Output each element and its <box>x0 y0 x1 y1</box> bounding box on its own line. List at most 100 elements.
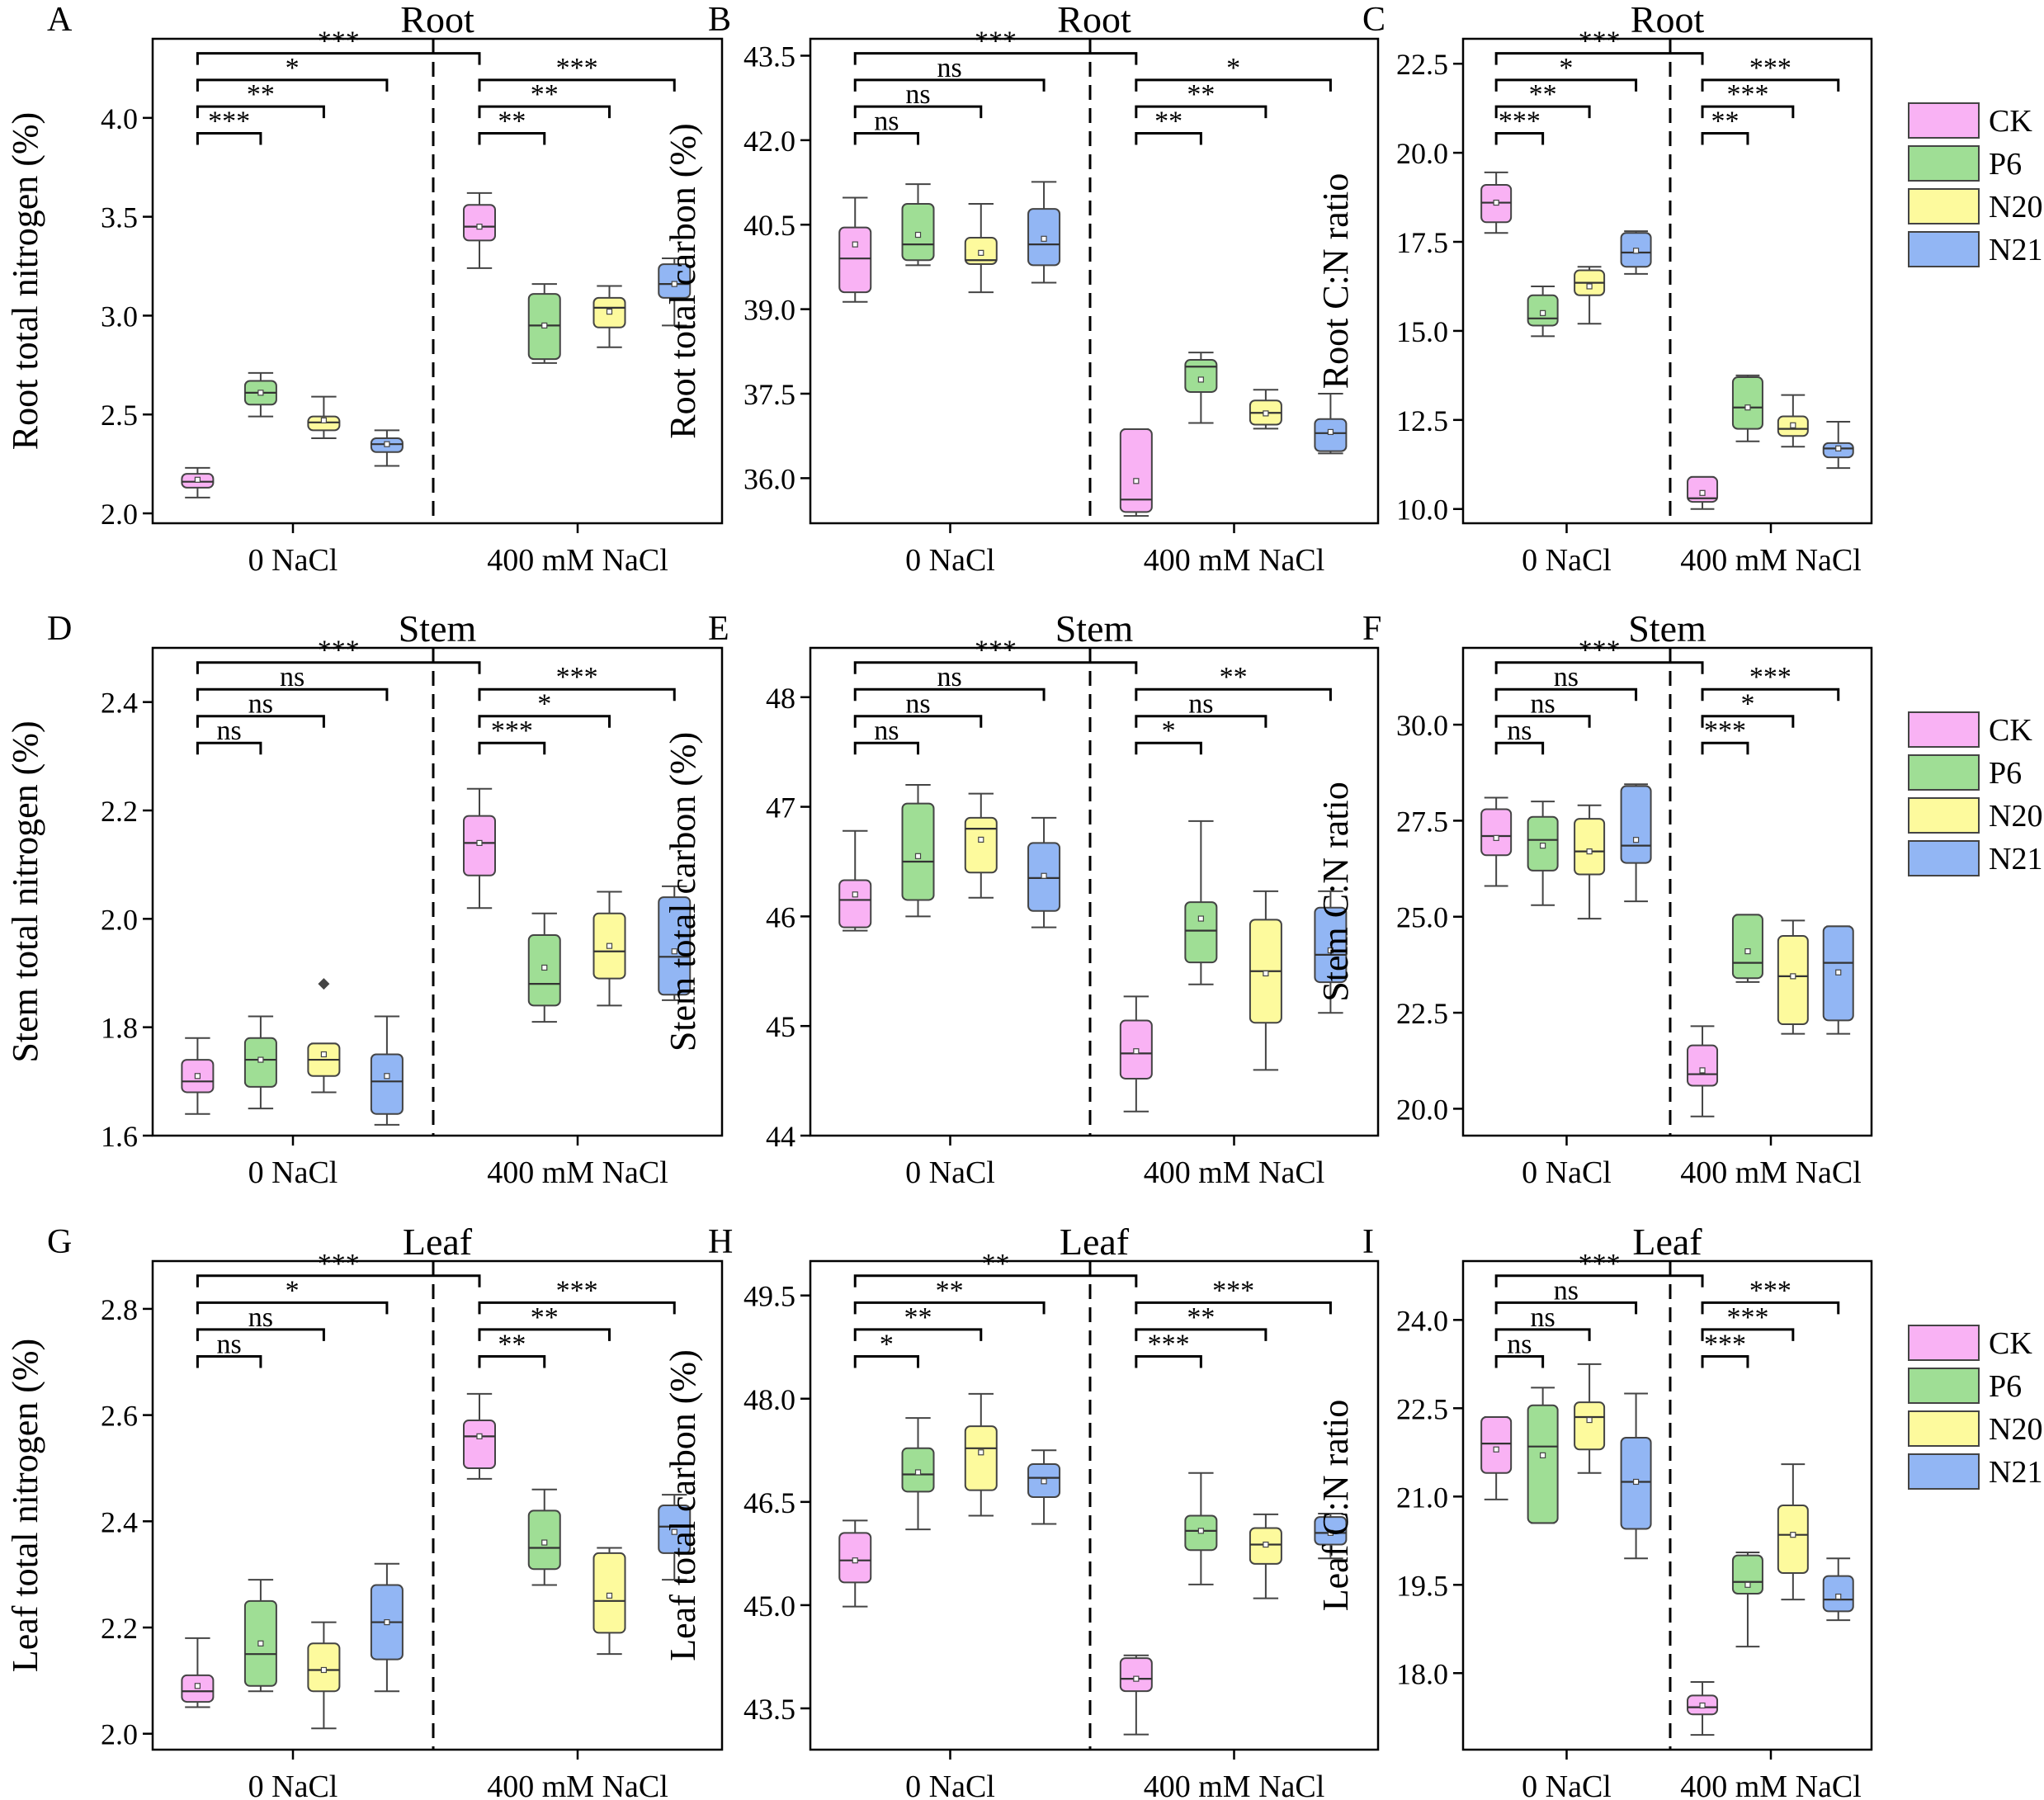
panel-title: Root <box>1057 0 1131 40</box>
y-axis-label: Stem total nitrogen (%) <box>5 720 45 1062</box>
legend-swatch-p6 <box>1908 754 1980 791</box>
legend-swatch-n21 <box>1908 231 1980 267</box>
significance-bracket <box>1701 105 1795 119</box>
y-tick-label: 2.2 <box>101 795 138 828</box>
x-tick-label: 0 NaCl <box>248 543 338 578</box>
mean-marker <box>541 1539 548 1546</box>
box-body <box>838 879 872 928</box>
y-tick-label: 48.0 <box>743 1383 795 1416</box>
box-body <box>658 896 692 996</box>
y-tick-label: 27.5 <box>1396 805 1448 838</box>
significance-label: ** <box>498 1329 526 1359</box>
significance-label: *** <box>1579 635 1621 666</box>
significance-label: *** <box>1148 1329 1190 1359</box>
significance-label: ** <box>1711 106 1739 136</box>
significance-bracket <box>853 1354 920 1368</box>
significance-bracket <box>853 741 920 755</box>
panel-title: Stem <box>1628 607 1706 650</box>
plot-frame <box>1461 37 1873 525</box>
significance-label: ns <box>280 662 304 692</box>
y-tick-label: 2.0 <box>101 903 138 936</box>
significance-bracket <box>1701 715 1795 728</box>
legend-swatch-n20 <box>1908 797 1980 834</box>
significance-bracket <box>1494 687 1638 702</box>
mean-marker <box>1835 1593 1842 1600</box>
significance-bracket <box>853 52 1138 65</box>
y-tick-label: 19.5 <box>1396 1569 1448 1602</box>
plot-frame <box>151 1259 724 1751</box>
y-tick-label: 20.0 <box>1396 1093 1448 1126</box>
x-tick-label: 0 NaCl <box>905 543 995 578</box>
box-n21 <box>1027 816 1061 928</box>
legend-label-n21: N21 <box>1989 1455 2042 1490</box>
legend-label-ck: CK <box>1989 104 2032 139</box>
plot-frame <box>809 1259 1380 1751</box>
box-n21 <box>658 885 692 1001</box>
box-n20 <box>307 1621 341 1730</box>
y-tick-label: 44 <box>766 1120 795 1153</box>
box-p6 <box>1184 352 1218 424</box>
mean-marker <box>1835 445 1842 451</box>
legend-swatch-p6 <box>1908 1368 1980 1404</box>
box-n21 <box>1620 230 1652 275</box>
mean-marker <box>1835 969 1842 976</box>
box-p6 <box>243 1579 277 1693</box>
box-ck <box>181 466 215 498</box>
box-ck <box>463 191 496 269</box>
significance-bracket <box>478 1328 611 1341</box>
box-body <box>1184 901 1218 964</box>
mean-marker <box>606 943 613 949</box>
significance-label: *** <box>208 106 250 136</box>
legend-swatch-ck <box>1908 102 1980 139</box>
mean-marker <box>606 1592 613 1599</box>
y-axis-label: Stem C:N ratio <box>1315 782 1356 1001</box>
mean-marker <box>476 224 483 230</box>
significance-label: ** <box>936 1275 964 1306</box>
box-ck <box>463 1392 496 1480</box>
box-p6 <box>1184 820 1218 985</box>
significance-bracket <box>1135 715 1267 728</box>
significance-bracket <box>1494 1354 1545 1368</box>
mean-marker <box>320 1051 327 1058</box>
x-tick-label: 0 NaCl <box>1522 1155 1612 1190</box>
y-tick-label: 2.0 <box>101 498 138 531</box>
mean-marker <box>194 1683 201 1689</box>
box-ck <box>1687 1680 1719 1736</box>
mean-marker <box>1041 872 1047 879</box>
significance-bracket <box>1135 741 1202 755</box>
box-n21 <box>370 429 404 467</box>
box-body <box>1119 1657 1153 1693</box>
legend-swatch-ck <box>1908 711 1980 748</box>
significance-bracket <box>1701 1354 1749 1368</box>
box-n20 <box>1249 1513 1282 1599</box>
significance-label: ns <box>905 79 930 110</box>
mean-marker <box>1586 848 1593 855</box>
significance-bracket <box>1135 105 1267 119</box>
plot-frame <box>151 37 724 525</box>
significance-bracket <box>1701 687 1840 702</box>
legend-label-ck: CK <box>1989 1326 2032 1361</box>
box-ck <box>181 1637 215 1708</box>
significance-bracket <box>1494 78 1638 92</box>
significance-bracket <box>1701 1301 1840 1315</box>
panel-a: A Root 2.0 2.5 3.0 3.5 4.0 Root total nitrogen … <box>5 0 724 578</box>
significance-label: ** <box>531 1302 559 1333</box>
mean-marker <box>1790 973 1796 980</box>
significance-label: ns <box>1531 1302 1555 1333</box>
y-tick-label: 43.5 <box>743 1693 795 1726</box>
panel-letter: B <box>708 1 731 39</box>
box-n20 <box>1777 394 1809 448</box>
significance-label: * <box>286 53 300 83</box>
mean-marker <box>320 417 327 424</box>
mean-marker <box>1133 478 1140 484</box>
box-ck <box>1119 995 1153 1113</box>
y-axis-label: Root C:N ratio <box>1315 173 1356 390</box>
x-tick-label: 400 mM NaCl <box>1680 543 1862 578</box>
x-tick-label: 400 mM NaCl <box>1144 1769 1325 1800</box>
y-tick-label: 2.8 <box>101 1293 138 1326</box>
y-axis-label: Leaf total nitrogen (%) <box>5 1339 45 1672</box>
box-body <box>1480 808 1513 857</box>
significance-bracket <box>1494 1274 1704 1287</box>
significance-bracket <box>1494 1301 1638 1315</box>
significance-bracket <box>1494 105 1591 119</box>
